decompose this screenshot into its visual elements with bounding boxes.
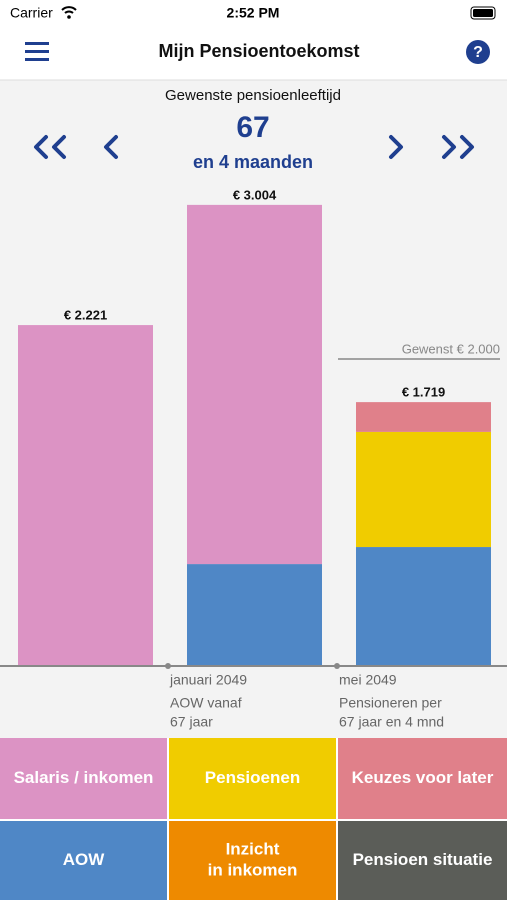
bar-segment [356, 431, 491, 548]
x-description: 67 jaar [170, 714, 213, 730]
menu-tile[interactable] [0, 738, 167, 819]
menu-tile-label: Keuzes voor later [352, 768, 494, 787]
bar-segment [18, 325, 153, 666]
menu-button[interactable] [25, 42, 49, 61]
age-months: en 4 maanden [193, 152, 313, 172]
bar-segment [356, 402, 491, 432]
nav-title: Mijn Pensioentoekomst [158, 41, 359, 61]
target-label: Gewenst € 2.000 [402, 341, 500, 356]
battery-level [473, 9, 493, 17]
menu-tile[interactable] [169, 738, 336, 819]
total-label: € 3.004 [233, 187, 277, 202]
menu-tile-label: Salaris / inkomen [14, 768, 154, 787]
top-bar [0, 0, 507, 80]
x-description: 67 jaar en 4 mnd [339, 714, 444, 730]
wifi-icon [61, 6, 77, 14]
menu-tile-label: Inzicht [226, 839, 280, 858]
help-button[interactable]: ? [466, 40, 490, 64]
bar-segment [356, 547, 491, 666]
menu-tile-label: AOW [63, 850, 106, 869]
age-label: Gewenste pensioenleeftijd [165, 87, 341, 104]
wifi-dot [67, 15, 71, 19]
battery [470, 6, 496, 20]
menu-tile-label: in inkomen [208, 860, 298, 879]
age-years: 67 [236, 111, 269, 144]
next-button[interactable] [389, 135, 403, 159]
menu-tile[interactable] [338, 738, 507, 819]
menu-tile[interactable] [0, 821, 167, 900]
x-description: Pensioneren per [339, 695, 442, 711]
menu-tile-label: Pensioenen [205, 768, 300, 787]
bar-segment [187, 564, 322, 666]
x-tick-label: mei 2049 [339, 672, 397, 688]
carrier: Carrier [10, 5, 53, 21]
first-button[interactable] [34, 135, 66, 159]
menu-tile[interactable] [338, 821, 507, 900]
previous-button[interactable] [104, 135, 118, 159]
clock: 2:52 PM [227, 5, 280, 21]
total-label: € 2.221 [64, 308, 107, 323]
tiles: AOW Salaris / inkomen Pensioenen Keuzes voo… [0, 738, 507, 900]
svg-text:?: ? [473, 44, 483, 61]
menu-tile-label: Pensioen situatie [353, 850, 493, 869]
bar-segment [187, 204, 322, 565]
chart: € 2.221 € 3.004 januari 2049 AOW vanaf 67 ja… [18, 187, 500, 730]
x-tick-label: januari 2049 [169, 672, 247, 688]
last-button[interactable] [442, 135, 474, 159]
x-description: AOW vanaf [170, 695, 242, 711]
total-label: € 1.719 [402, 385, 445, 400]
menu-tile[interactable] [169, 821, 336, 900]
